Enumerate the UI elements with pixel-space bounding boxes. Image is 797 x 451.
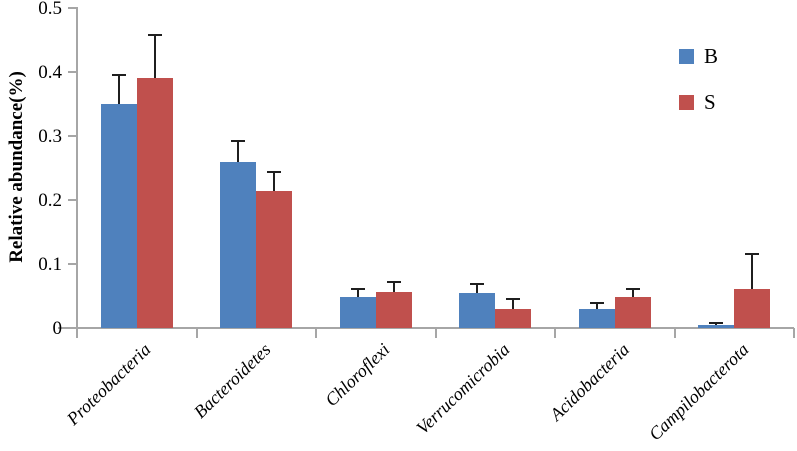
- error-whisker: [595, 302, 598, 309]
- legend-label-b: B: [704, 43, 719, 68]
- x-boundary-tick: [673, 328, 676, 338]
- error-whisker: [392, 281, 395, 292]
- x-category-label: Campilobacterota: [644, 339, 753, 445]
- y-tick-label: 0.5: [38, 0, 62, 19]
- bar-s-verrucomicrobia: [495, 309, 532, 328]
- y-tick-label: 0.4: [38, 62, 62, 83]
- bar-b-campilobacterota: [698, 325, 735, 328]
- legend-swatch-b: [679, 48, 694, 64]
- x-category-label: Proteobacteria: [63, 339, 155, 429]
- x-boundary-tick: [195, 328, 198, 338]
- y-tick: [68, 199, 76, 201]
- y-tick: [68, 327, 76, 329]
- y-tick: [68, 135, 76, 137]
- legend-swatch-s: [679, 94, 694, 110]
- x-boundary-tick: [76, 328, 78, 338]
- y-tick-label: 0.2: [38, 190, 62, 211]
- y-tick: [68, 7, 76, 9]
- error-cap: [386, 281, 401, 283]
- error-cap: [589, 302, 604, 304]
- bar-b-acidobacteria: [578, 309, 615, 328]
- y-tick-label: 0: [52, 318, 63, 339]
- error-cap: [709, 322, 724, 324]
- error-whisker: [117, 74, 120, 104]
- y-tick-label: 0.3: [38, 126, 62, 147]
- x-boundary-tick: [434, 328, 437, 338]
- error-whisker: [751, 253, 754, 289]
- error-whisker: [153, 34, 156, 78]
- bar-b-chloroflexi: [339, 297, 376, 328]
- error-cap: [231, 140, 246, 142]
- bar-b-bacteroidetes: [220, 162, 257, 328]
- x-category-label: Verrucomicrobia: [412, 339, 514, 438]
- error-whisker: [631, 288, 634, 297]
- error-cap: [625, 288, 640, 290]
- x-category-label: Acidobacteria: [545, 339, 633, 425]
- error-cap: [506, 298, 521, 300]
- error-whisker: [273, 171, 276, 191]
- bar-s-chloroflexi: [375, 292, 412, 328]
- error-cap: [470, 283, 485, 285]
- legend-item-s: S: [679, 90, 718, 114]
- error-cap: [745, 253, 760, 255]
- error-cap: [111, 74, 126, 76]
- error-cap: [147, 34, 162, 36]
- error-whisker: [476, 283, 479, 293]
- x-boundary-tick: [793, 328, 795, 338]
- error-cap: [267, 171, 282, 173]
- bar-s-campilobacterota: [734, 289, 771, 328]
- y-axis-line: [76, 7, 78, 338]
- bar-s-proteobacteria: [136, 78, 173, 328]
- y-axis-title: Relative abundance(%): [6, 71, 27, 263]
- error-cap: [350, 288, 365, 290]
- bar-s-acidobacteria: [614, 297, 651, 328]
- legend-item-b: B: [679, 44, 718, 68]
- legend-label-s: S: [704, 89, 716, 114]
- error-whisker: [512, 298, 515, 309]
- x-category-label: Chloroflexi: [321, 339, 394, 411]
- y-tick: [68, 263, 76, 265]
- x-boundary-tick: [554, 328, 556, 338]
- x-axis-line: [58, 327, 794, 329]
- y-tick: [68, 71, 76, 73]
- legend: B S: [679, 44, 718, 136]
- x-boundary-tick: [315, 328, 317, 338]
- error-whisker: [237, 140, 240, 162]
- bar-s-bacteroidetes: [256, 191, 293, 328]
- bar-b-verrucomicrobia: [459, 293, 496, 328]
- error-whisker: [356, 288, 359, 297]
- x-category-label: Bacteroidetes: [189, 339, 275, 422]
- y-tick-label: 0.1: [38, 254, 62, 275]
- bar-b-proteobacteria: [100, 104, 137, 328]
